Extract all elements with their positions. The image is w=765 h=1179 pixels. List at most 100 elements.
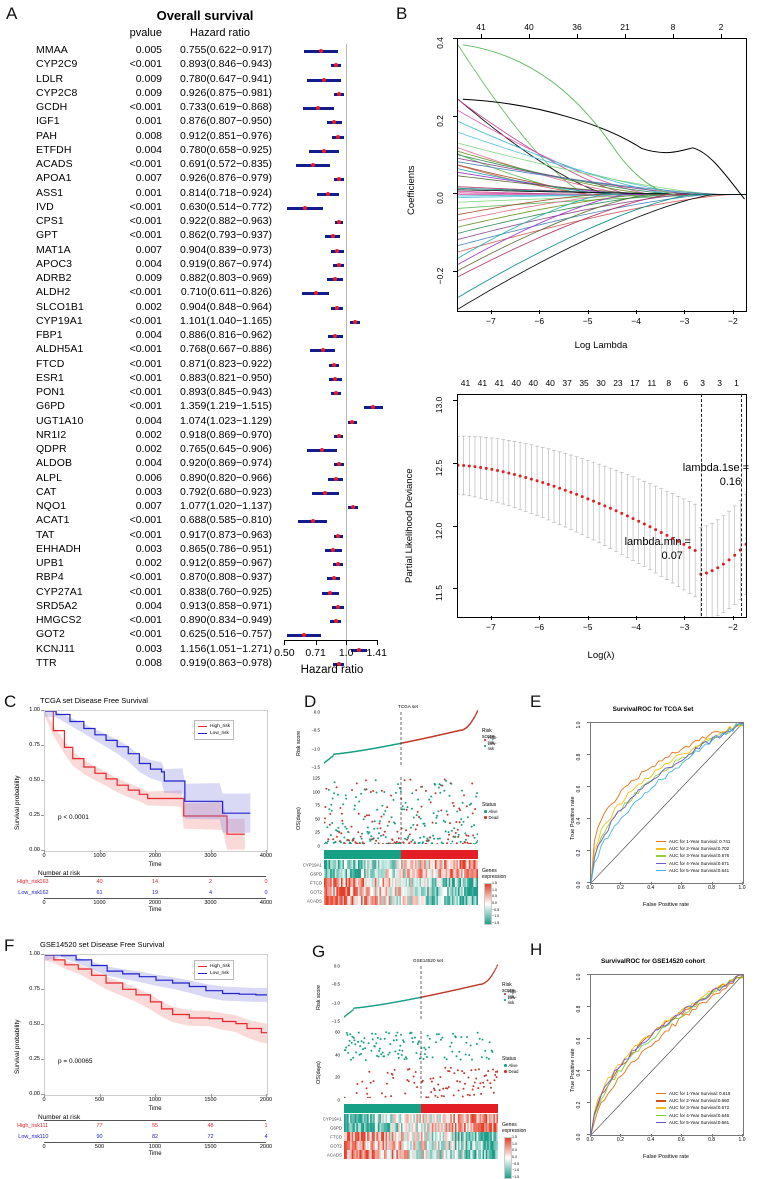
forest-point-estimate [336,604,341,609]
km-gse-plot-box [44,954,268,1096]
roc-xtick-label: 1.0 [738,885,746,891]
panel-label-f: F [4,936,15,955]
forest-gene-name: QDPR [36,443,67,455]
forest-point-estimate [322,148,326,153]
heatmap-gene-label: G6PD [330,1125,342,1130]
lasso-coefficient-plot: Coefficients Log Lambda 41 40 36 21 8 2 0.4 0.2… [392,0,765,360]
panel-f-km-gse: F GSE14520 set Disease Free Survival Sur… [0,934,282,1174]
forest-gene-name: TTR [36,656,57,669]
km-risk-row-label: High_risk [17,879,40,885]
roc-gse-title: SurvivalROC for GSE14520 cohort [600,958,706,965]
riskplot-legend-item: Low-risk [504,995,518,1005]
heatmap-scale-label: −1.0 [492,914,500,919]
os-ytick-label: 125 [312,775,320,781]
forest-row: PAH 0.008 0.912(0.851−0.976) [0,130,392,144]
roc-xtick-label: 0.4 [647,1137,655,1143]
km-ytick-label: 0.25 [29,812,40,818]
forest-row: MMAA 0.005 0.755(0.622−0.917) [0,44,392,58]
lasso-coef-xtick-label: −3 [679,316,690,326]
forest-point-estimate [350,419,355,424]
roc-legend-swatch [656,862,666,864]
roc-legend-label: AUC for 5-Year Survival:0.641 [669,867,730,873]
forest-point-estimate [332,120,337,125]
km-risk-xtick-label: 1500 [204,1144,217,1150]
forest-axis-tick [376,640,378,645]
km-risk-xtick-label: 2000 [259,1144,273,1150]
heatmap-scale-label: −1.5 [512,1175,520,1179]
roc-ytick-label: 0.6 [576,785,582,793]
forest-row: CAT 0.003 0.792(0.680−0.923) [0,486,392,500]
lasso-cv-top-count: 6 [683,378,689,388]
forest-point-estimate [333,476,338,481]
lasso-coef-top-tick [673,34,674,38]
roc-legend-label: AUC for 1-Year Survival: 0.741 [669,839,731,844]
forest-pvalue: <0.001 [129,514,162,527]
forest-hazard-ratio: 1.077(1.020−1.137) [180,500,272,512]
forest-row: APOA1 0.007 0.926(0.876−0.979) [0,172,392,186]
lasso-cv-xtick-label: −3 [679,622,690,632]
forest-point-estimate [336,462,341,467]
lasso-coef-curves [458,44,746,310]
heatmap-gene-label: FTCD [310,880,322,885]
panel-h-roc-gse: H SurvivalROC for GSE14520 cohort True P… [528,934,765,1174]
riskplot-gse-riskscore-curve [344,964,498,1019]
riskplot-tcga-os-scatter [324,776,478,844]
riskplot-legend-title: Risk score [502,982,515,994]
forest-pvalue: 0.007 [135,500,162,512]
roc-legend-swatch [656,848,666,850]
forest-row: ALDH2 <0.001 0.710(0.611−0.826) [0,286,392,300]
heatmap-scale-label: 1.5 [492,881,497,885]
forest-row: ALDOB 0.004 0.920(0.869−0.974) [0,457,392,471]
heatmap-legend-title: Genes [482,868,497,874]
forest-hazard-ratio: 0.691(0.572−0.835) [180,158,272,170]
forest-hazard-ratio: 0.630(0.514−0.772) [180,200,272,213]
roc-xtick [681,882,683,885]
forest-hazard-ratio: 0.792(0.680−0.923) [180,485,272,498]
lasso-cv-ytick-label: 12.5 [434,459,444,477]
lasso-cv-top-count: 11 [647,378,657,388]
riskscore-ytick-label: −1.5 [331,1018,340,1024]
forest-gene-name: IVD [36,200,54,213]
km-ytick-label: 1.00 [29,951,40,957]
km-risk-value: 4 [208,890,213,896]
forest-point-estimate [357,647,362,652]
riskplot-legend-title: Status [482,802,497,808]
forest-row: CYP2C8 0.009 0.926(0.875−0.981) [0,87,392,101]
km-ytick [41,815,44,816]
km-risk-value: 2 [208,879,213,885]
lasso-cv-xtick [636,616,638,620]
km-legend-label: High_risk [210,964,230,969]
forest-gene-name: SRD5A2 [36,599,78,612]
forest-point-estimate [336,533,341,538]
lasso-cv-ytick [453,400,457,402]
riskplot-legend-title: Risk score [482,728,495,740]
group-bar-low-risk [344,1104,421,1113]
km-legend-label: Low_risk [210,731,229,736]
lasso-cv-plot-box [457,394,747,618]
roc-legend-label: AUC for 2-Year Survival:0.660 [669,1098,730,1104]
forest-x-axis: Hazard ratio 0.50 0.71 1.0 1.41 [274,640,388,686]
group-bar-high-risk [421,1104,498,1113]
riskplot-gse-riskscore-area [344,964,498,1019]
heatmap-scale-label: 1.0 [492,887,497,892]
forest-pvalue: <0.001 [129,585,162,598]
km-risk-value: 0 [264,879,268,885]
forest-axis-tick [315,640,317,645]
km-risk-value: 110 [39,1134,49,1140]
os-ytick-label: 60 [335,1029,340,1035]
lasso-cv-xtick [539,616,541,620]
forest-hazard-ratio: 0.733(0.619−0.868) [180,101,272,113]
forest-point-estimate [333,376,338,381]
km-xtick [266,850,267,853]
km-xtick-label: 1500 [204,1097,217,1103]
km-risk-row-label: Low_risk [18,890,40,896]
km-ytick [41,1059,44,1060]
forest-pvalue: <0.001 [129,628,162,641]
roc-tcga-legend: AUC for 1-Year Survival: 0.741 AUC for 2-… [656,838,730,874]
forest-pvalue: 0.003 [135,642,162,655]
forest-axis-tick-label: 0.50 [274,647,295,659]
forest-point-estimate [330,234,335,239]
forest-gene-name: HMGCS2 [36,614,82,626]
forest-row: RBP4 <0.001 0.870(0.808−0.937) [0,571,392,585]
riskscore-ytick-label: −0.5 [311,727,320,733]
